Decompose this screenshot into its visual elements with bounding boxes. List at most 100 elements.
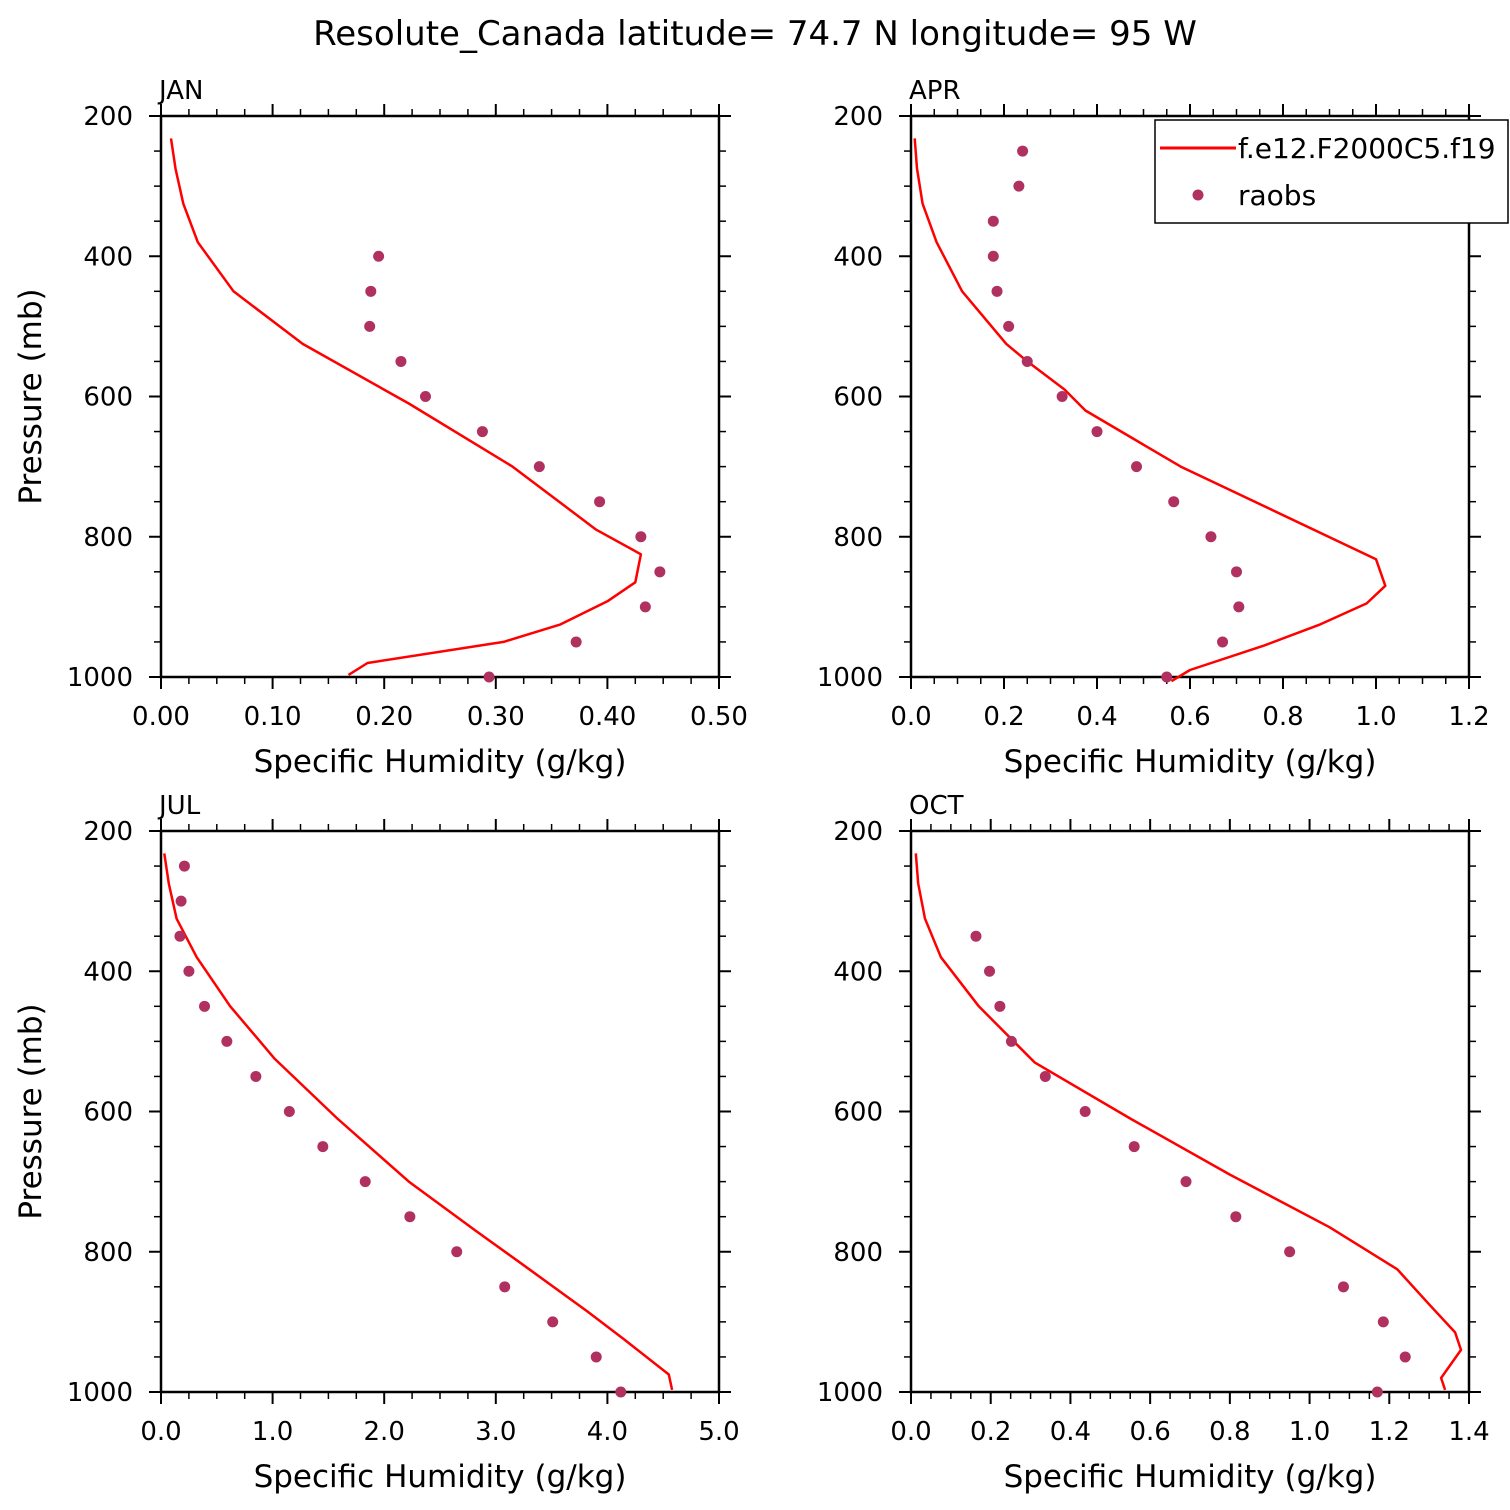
y-tick-label-jul: 1000 — [67, 1378, 133, 1408]
x-tick-label-oct: 1.0 — [1289, 1417, 1330, 1447]
obs-point-apr — [1003, 320, 1015, 332]
panel-jan: 0.00 0.10 0.20 0.30 0.40 0.50 200 400 600 800 1000… — [13, 76, 748, 780]
obs-point-jan — [483, 671, 495, 683]
y-tick-label-oct: 600 — [833, 1098, 883, 1128]
model-line-jan — [169, 138, 643, 676]
x-tick-label-jul: 0.0 — [140, 1417, 181, 1447]
y-axis-title-jan: Pressure (mb) — [13, 288, 49, 504]
obs-point-oct — [1079, 1106, 1091, 1117]
obs-point-apr — [1091, 426, 1103, 438]
model-line-oct — [914, 853, 1463, 1391]
y-tick-label-jan: 400 — [83, 242, 133, 272]
obs-point-apr — [1017, 145, 1029, 157]
obs-point-oct — [1128, 1141, 1140, 1153]
obs-point-jul — [178, 860, 190, 872]
y-axis-title-jul: Pressure (mb) — [13, 1003, 49, 1219]
obs-point-jul — [451, 1246, 463, 1258]
panel-jul: 0.0 1.0 2.0 3.0 4.0 5.0 200 400 600 800 1000 JUL Spe… — [13, 791, 740, 1495]
obs-point-jul — [547, 1316, 559, 1328]
x-tick-label-jan: 0.20 — [355, 702, 413, 732]
obs-point-jan — [654, 566, 666, 578]
y-tick-label-jul: 400 — [83, 957, 133, 987]
obs-point-jul — [199, 1000, 211, 1012]
y-tick-label-jan: 600 — [83, 383, 133, 413]
figure-title: Resolute_Canada latitude= 74.7 N longitu… — [313, 14, 1197, 54]
obs-point-oct — [1399, 1351, 1411, 1363]
x-tick-label-apr: 0.2 — [983, 702, 1024, 732]
x-tick-label-apr: 1.2 — [1448, 702, 1489, 732]
obs-point-apr — [1205, 531, 1217, 543]
panel-label-jul: JUL — [157, 791, 201, 821]
obs-point-jan — [594, 496, 606, 508]
obs-point-oct — [984, 965, 996, 977]
obs-point-jan — [419, 391, 431, 402]
obs-point-apr — [1056, 391, 1068, 402]
obs-point-jul — [359, 1176, 371, 1188]
obs-point-jan — [533, 461, 545, 473]
y-tick-label-jul: 200 — [83, 817, 133, 847]
model-line-apr — [913, 138, 1387, 683]
x-tick-label-jan: 0.10 — [244, 702, 302, 732]
obs-point-apr — [1131, 461, 1143, 473]
obs-point-oct — [970, 930, 982, 942]
obs-point-jan — [373, 250, 385, 262]
x-tick-label-jan: 0.40 — [578, 702, 636, 732]
legend-obs-label: raobs — [1238, 179, 1316, 212]
y-tick-label-apr: 200 — [833, 102, 883, 132]
y-tick-label-oct: 200 — [833, 817, 883, 847]
x-axis-title-apr: Specific Humidity (g/kg) — [1004, 744, 1377, 780]
obs-point-apr — [1161, 671, 1173, 683]
obs-point-jul — [317, 1141, 329, 1153]
x-tick-label-oct: 0.2 — [970, 1417, 1011, 1447]
plot-frame-jul — [159, 829, 721, 1394]
obs-point-jul — [250, 1070, 262, 1082]
obs-point-apr — [987, 215, 999, 227]
panels: 0.00 0.10 0.20 0.30 0.40 0.50 200 400 600 800 1000… — [13, 76, 1490, 1495]
x-tick-label-oct: 1.4 — [1448, 1417, 1489, 1447]
plot-frame-oct — [909, 829, 1471, 1394]
panel-label-jan: JAN — [157, 76, 203, 106]
model-line-jul — [163, 853, 674, 1391]
obs-point-jul — [590, 1351, 602, 1363]
obs-point-oct — [1180, 1176, 1192, 1188]
obs-point-apr — [1231, 566, 1242, 578]
obs-point-apr — [1013, 180, 1025, 192]
x-tick-label-apr: 0.6 — [1169, 702, 1210, 732]
x-tick-label-jan: 0.00 — [132, 702, 190, 732]
x-tick-label-oct: 0.6 — [1129, 1417, 1170, 1447]
obs-point-jul — [175, 895, 187, 907]
obs-point-jul — [174, 930, 186, 942]
panel-oct: 0.0 0.2 0.4 0.6 0.8 1.0 1.2 1.4 200 400 600 800 1000… — [817, 791, 1490, 1495]
legend: f.e12.F2000C5.f19 raobs — [1154, 119, 1509, 224]
y-tick-label-apr: 600 — [833, 383, 883, 413]
obs-point-jul — [283, 1106, 295, 1117]
obs-point-apr — [1233, 601, 1245, 613]
obs-point-oct — [994, 1000, 1006, 1012]
y-tick-label-oct: 400 — [833, 957, 883, 987]
y-tick-label-jul: 600 — [83, 1098, 133, 1128]
obs-point-jul — [615, 1386, 627, 1398]
obs-point-jan — [395, 355, 407, 367]
x-tick-label-jan: 0.50 — [690, 702, 748, 732]
x-tick-label-oct: 0.4 — [1050, 1417, 1091, 1447]
x-tick-label-jul: 2.0 — [364, 1417, 405, 1447]
legend-model-label: f.e12.F2000C5.f19 — [1238, 132, 1496, 165]
plot-frame-jan — [159, 114, 721, 679]
x-tick-label-jul: 5.0 — [698, 1417, 739, 1447]
obs-point-oct — [1230, 1211, 1242, 1223]
x-tick-label-oct: 0.0 — [890, 1417, 931, 1447]
panel-label-oct: OCT — [909, 791, 964, 821]
x-tick-label-jul: 4.0 — [587, 1417, 628, 1447]
x-axis-title-jan: Specific Humidity (g/kg) — [254, 744, 627, 780]
x-tick-label-apr: 0.8 — [1262, 702, 1303, 732]
panel-apr: 0.0 0.2 0.4 0.6 0.8 1.0 1.2 200 400 600 800 1000 APR… — [817, 76, 1490, 780]
y-tick-label-jan: 800 — [83, 523, 133, 553]
x-axis-title-oct: Specific Humidity (g/kg) — [1004, 1459, 1377, 1495]
obs-point-jan — [365, 285, 377, 297]
legend-box — [1154, 119, 1509, 224]
x-tick-label-jul: 1.0 — [252, 1417, 293, 1447]
obs-point-apr — [1168, 496, 1180, 508]
obs-point-oct — [1337, 1281, 1349, 1293]
obs-point-jul — [183, 965, 195, 977]
